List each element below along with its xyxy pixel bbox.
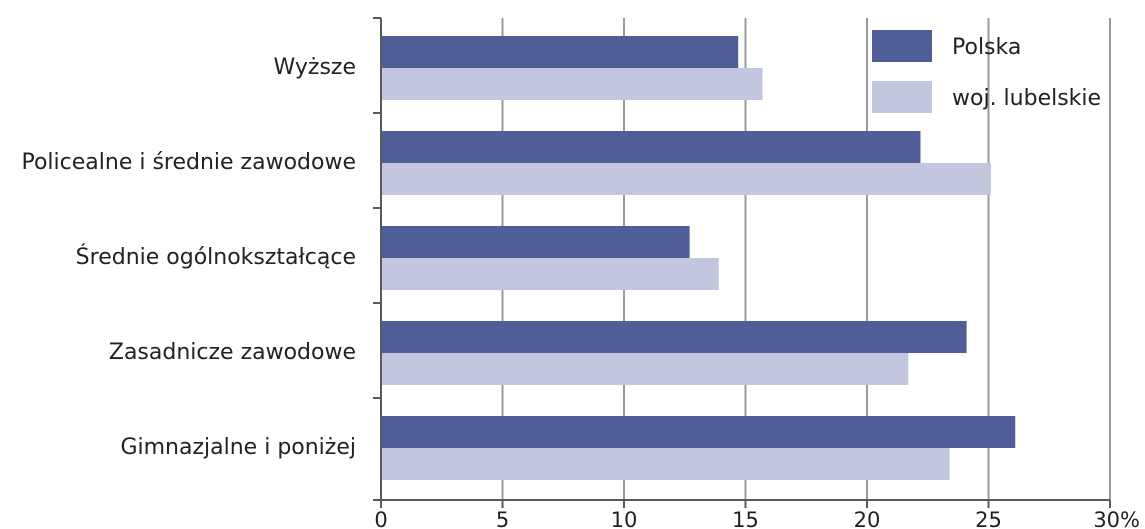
bar-polska-3 xyxy=(382,321,967,353)
x-tick-label-4: 20 xyxy=(854,508,881,529)
x-tick-label-6: 30% xyxy=(1093,508,1140,529)
bar-lubelskie-4 xyxy=(382,448,950,480)
category-labels: Wyższe Policealne i średnie zawodowe Średn… xyxy=(21,55,356,460)
bar-polska-1 xyxy=(382,131,921,163)
bar-lubelskie-0 xyxy=(382,68,763,100)
bar-lubelskie-3 xyxy=(382,353,909,385)
tick-labels: 0 5 10 15 20 25 30% xyxy=(374,508,1140,529)
bar-lubelskie-2 xyxy=(382,258,719,290)
axes xyxy=(373,17,1111,508)
legend-swatch-0 xyxy=(872,30,932,62)
bar-polska-4 xyxy=(382,416,1016,448)
category-label-3: Zasadnicze zawodowe xyxy=(109,340,356,365)
category-label-0: Wyższe xyxy=(274,55,356,80)
category-label-4: Gimnazjalne i poniżej xyxy=(120,435,356,460)
x-tick-label-5: 25 xyxy=(975,508,1002,529)
bar-polska-2 xyxy=(382,226,690,258)
bars xyxy=(382,36,1016,480)
legend-label-0: Polska xyxy=(952,35,1021,60)
x-tick-label-1: 5 xyxy=(496,508,509,529)
x-tick-label-3: 15 xyxy=(732,508,759,529)
x-tick-label-2: 10 xyxy=(611,508,638,529)
category-label-1: Policealne i średnie zawodowe xyxy=(21,150,356,175)
legend-swatch-1 xyxy=(872,81,932,113)
bar-polska-0 xyxy=(382,36,739,68)
legend-label-1: woj. lubelskie xyxy=(952,86,1101,111)
legend: Polska woj. lubelskie xyxy=(872,30,1101,113)
x-tick-label-0: 0 xyxy=(374,508,387,529)
bar-lubelskie-1 xyxy=(382,163,991,195)
category-label-2: Średnie ogólnokształcące xyxy=(76,244,356,270)
